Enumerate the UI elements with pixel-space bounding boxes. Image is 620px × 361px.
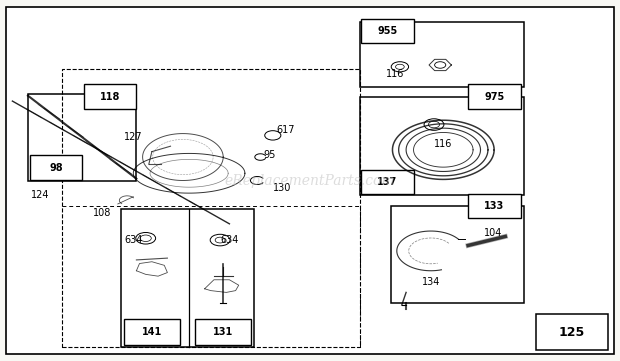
Bar [468, 194, 521, 218]
Text: 118: 118 [100, 92, 120, 102]
Text: 127: 127 [124, 132, 143, 142]
Bar [360, 97, 524, 195]
Bar [361, 170, 414, 194]
Text: 116: 116 [386, 69, 405, 79]
Bar [62, 69, 360, 347]
Bar [536, 314, 608, 350]
Text: 130: 130 [273, 183, 291, 193]
Text: 134: 134 [422, 277, 440, 287]
Bar [84, 84, 136, 109]
Text: 955: 955 [377, 26, 397, 36]
Text: 634: 634 [124, 235, 143, 245]
Bar [391, 206, 524, 303]
Bar [360, 22, 524, 87]
Text: 108: 108 [93, 208, 112, 218]
Bar [121, 209, 254, 347]
Text: 634: 634 [220, 235, 239, 245]
Text: 124: 124 [31, 190, 50, 200]
Bar [124, 319, 180, 345]
Text: eReplacementParts.com: eReplacementParts.com [224, 174, 396, 187]
Text: 617: 617 [276, 125, 294, 135]
Text: 133: 133 [484, 201, 505, 211]
Text: 141: 141 [142, 327, 162, 337]
Bar [361, 19, 414, 43]
Text: 125: 125 [559, 326, 585, 339]
Text: 975: 975 [484, 92, 505, 102]
Text: 137: 137 [377, 177, 397, 187]
Bar [195, 319, 251, 345]
Text: 95: 95 [264, 150, 276, 160]
Text: 104: 104 [484, 228, 502, 238]
Bar [30, 155, 82, 180]
Bar [28, 94, 136, 180]
Bar [468, 84, 521, 109]
Text: 98: 98 [50, 162, 63, 173]
Text: 116: 116 [434, 139, 453, 149]
Text: 131: 131 [213, 327, 233, 337]
